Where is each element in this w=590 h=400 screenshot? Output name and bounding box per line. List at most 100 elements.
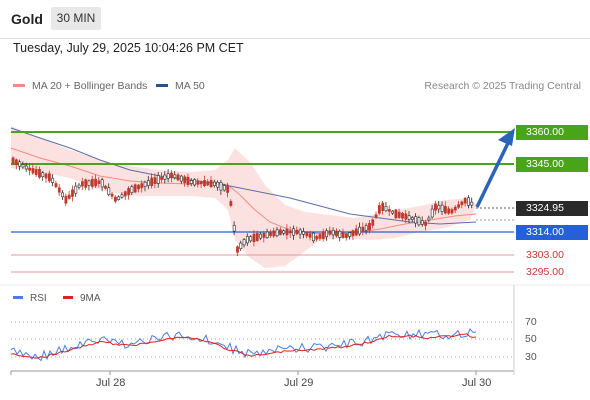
candle-body <box>193 179 197 186</box>
candle-body <box>97 180 101 184</box>
candle-body <box>236 246 239 253</box>
candle-body <box>87 180 91 186</box>
resistance2-tag: 3360.00 <box>516 125 588 140</box>
candle-body <box>173 174 177 179</box>
rsi-line <box>10 328 477 362</box>
candle-body <box>404 213 408 220</box>
candle-body <box>387 209 391 212</box>
candle-body <box>457 204 461 208</box>
candle-body <box>262 233 266 238</box>
candle-body <box>226 185 230 193</box>
candle-body <box>318 234 322 239</box>
forecast-arrow-head <box>498 128 515 146</box>
candle-body <box>305 232 309 237</box>
legend-ma20: MA 20 + Bollinger Bands <box>13 80 147 92</box>
candle-body <box>153 177 157 185</box>
credit-text: Research © 2025 Trading Central <box>424 80 581 92</box>
candle-body <box>338 230 342 238</box>
rsi-ma-swatch <box>63 295 73 299</box>
rsi-label: RSI <box>30 293 47 304</box>
candle-body <box>107 187 111 196</box>
candle-body <box>285 228 289 236</box>
candle-body <box>81 181 84 187</box>
candle-body <box>242 239 246 246</box>
candle-body <box>325 230 329 238</box>
resistance1-tag: 3345.00 <box>516 157 588 172</box>
candle-body <box>44 173 48 179</box>
candle-body <box>104 185 107 189</box>
candle-body <box>331 229 335 236</box>
candle-body <box>410 217 414 220</box>
candle-body <box>51 177 55 183</box>
candle-body <box>94 178 98 187</box>
candle-body <box>28 167 32 171</box>
candle-body <box>351 230 355 237</box>
candle-body <box>15 159 18 166</box>
candle-body <box>54 183 58 188</box>
datetime-label: Tuesday, July 29, 2025 10:04:26 PM CET <box>13 41 244 55</box>
rsi-axis-50: 50 <box>525 333 537 345</box>
candle-body <box>295 229 299 235</box>
instrument-title: Gold <box>11 11 43 27</box>
support1-tag: 3303.00 <box>526 249 564 261</box>
candle-body <box>222 185 226 191</box>
candle-body <box>176 174 180 181</box>
candle-body <box>213 181 216 187</box>
candle-body <box>427 217 431 221</box>
ma20-label: MA 20 + Bollinger Bands <box>32 80 148 92</box>
candle-body <box>196 180 200 185</box>
candle-body <box>308 233 312 238</box>
candlesticks <box>11 156 474 257</box>
candle-body <box>417 217 421 226</box>
candle-body <box>47 173 51 182</box>
candle-body <box>430 208 434 218</box>
candle-body <box>84 179 88 188</box>
rsi-ma-line <box>10 333 477 359</box>
candle-body <box>401 212 404 219</box>
candle-body <box>90 178 94 187</box>
candle-body <box>67 194 71 199</box>
rsi-ma-legend: 9MA <box>63 293 101 304</box>
candle-body <box>180 175 183 182</box>
ma50-swatch <box>156 83 168 87</box>
candle-body <box>311 232 315 242</box>
candle-body <box>133 184 137 193</box>
candle-body <box>166 173 170 179</box>
candle-body <box>288 230 292 234</box>
candle-body <box>335 230 338 237</box>
timeframe-button[interactable]: 30 MIN <box>51 7 101 30</box>
forecast-arrow <box>475 142 510 208</box>
candle-body <box>249 236 253 242</box>
candle-body <box>450 209 454 214</box>
candle-body <box>321 231 325 239</box>
candle-body <box>71 189 74 197</box>
rsi-axis-30: 30 <box>525 351 537 363</box>
candle-body <box>127 188 131 196</box>
candle-body <box>368 222 371 231</box>
candle-body <box>467 197 470 206</box>
x-label-jul29: Jul 29 <box>284 377 314 389</box>
candle-body <box>206 181 210 186</box>
candle-body <box>377 205 381 214</box>
rsi-axis-70: 70 <box>525 316 537 328</box>
candle-body <box>160 176 164 180</box>
candle-body <box>282 230 286 234</box>
candle-body <box>143 181 147 187</box>
candle-body <box>31 168 35 174</box>
candle-body <box>41 172 45 177</box>
candle-body <box>272 230 276 237</box>
candle-body <box>302 231 305 235</box>
rsi-legend: RSI <box>13 293 47 304</box>
candle-body <box>358 226 362 235</box>
candle-body <box>209 180 213 188</box>
candle-body <box>381 202 385 211</box>
candle-body <box>199 181 203 185</box>
candle-body <box>463 197 467 204</box>
candle-body <box>437 204 441 210</box>
candle-body <box>189 180 193 184</box>
candle-body <box>354 228 358 236</box>
candle-body <box>21 164 25 168</box>
candle-body <box>110 193 114 197</box>
candle-body <box>315 236 319 240</box>
ma50-label: MA 50 <box>175 80 205 92</box>
